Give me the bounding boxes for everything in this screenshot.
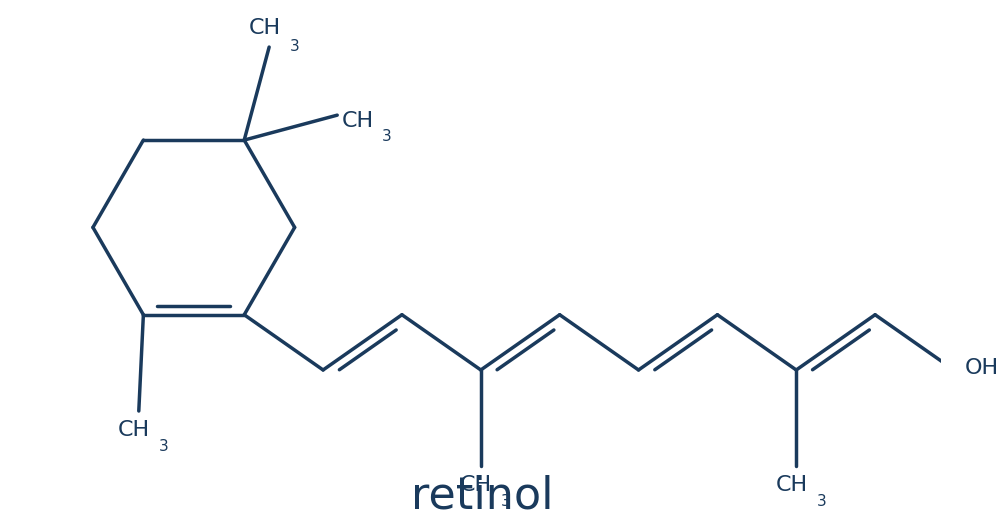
Text: 3: 3	[382, 129, 392, 144]
Text: OH: OH	[965, 358, 999, 378]
Text: 3: 3	[289, 40, 299, 54]
Text: 3: 3	[159, 438, 169, 454]
Text: CH: CH	[118, 420, 150, 440]
Text: CH: CH	[460, 475, 492, 495]
Text: CH: CH	[776, 475, 808, 495]
Text: CH: CH	[342, 111, 374, 131]
Text: 3: 3	[501, 494, 511, 509]
Text: retinol: retinol	[411, 475, 554, 518]
Text: 3: 3	[816, 494, 826, 509]
Text: CH: CH	[248, 18, 281, 38]
